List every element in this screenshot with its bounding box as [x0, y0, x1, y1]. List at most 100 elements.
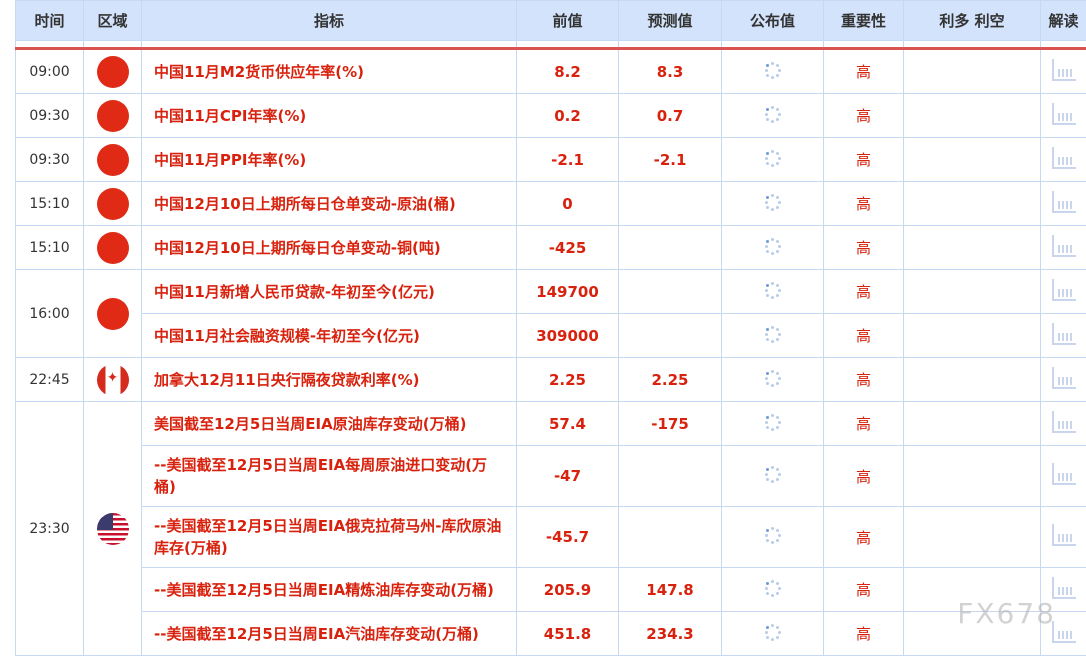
indicator-link[interactable]: --美国截至12月5日当周EIA俄克拉荷马州-库欣原油库存(万桶) — [142, 507, 517, 568]
indicator-link[interactable]: 加拿大12月11日央行隔夜贷款利率(%) — [142, 358, 517, 402]
header-actual[interactable]: 公布值 — [722, 1, 824, 41]
region-cell — [84, 270, 142, 358]
previous-value: 0.2 — [517, 94, 619, 138]
impact-cell — [904, 270, 1041, 314]
interpret-cell[interactable] — [1041, 446, 1086, 507]
chart-icon[interactable] — [1052, 367, 1076, 389]
indicator-link[interactable]: 中国11月社会融资规模-年初至今(亿元) — [142, 314, 517, 358]
indicator-link[interactable]: 中国11月CPI年率(%) — [142, 94, 517, 138]
time-cell: 16:00 — [16, 270, 84, 358]
region-cell — [84, 49, 142, 94]
interpret-cell[interactable] — [1041, 507, 1086, 568]
chart-icon[interactable] — [1052, 191, 1076, 213]
impact-cell — [904, 182, 1041, 226]
indicator-link[interactable]: 中国11月M2货币供应年率(%) — [142, 49, 517, 94]
header-interpret[interactable]: 解读 — [1041, 1, 1086, 41]
forecast-value: -175 — [619, 402, 722, 446]
interpret-cell[interactable] — [1041, 270, 1086, 314]
chart-icon[interactable] — [1052, 577, 1076, 599]
indicator-link[interactable]: --美国截至12月5日当周EIA汽油库存变动(万桶) — [142, 612, 517, 656]
actual-value — [722, 314, 824, 358]
economic-calendar-table: 时间 区域 指标 前值 预测值 公布值 重要性 利多 利空 解读 09:00 中国… — [15, 0, 1086, 656]
importance-value: 高 — [824, 138, 904, 182]
impact-cell — [904, 402, 1041, 446]
actual-value — [722, 507, 824, 568]
interpret-cell[interactable] — [1041, 226, 1086, 270]
loading-spinner-icon — [765, 326, 781, 342]
forecast-value: 147.8 — [619, 568, 722, 612]
forecast-value: 0.7 — [619, 94, 722, 138]
indicator-link[interactable]: 美国截至12月5日当周EIA原油库存变动(万桶) — [142, 402, 517, 446]
forecast-value — [619, 182, 722, 226]
previous-value: -47 — [517, 446, 619, 507]
indicator-link[interactable]: 中国12月10日上期所每日仓单变动-铜(吨) — [142, 226, 517, 270]
importance-value: 高 — [824, 446, 904, 507]
loading-spinner-icon — [765, 580, 781, 596]
interpret-cell[interactable] — [1041, 314, 1086, 358]
actual-value — [722, 402, 824, 446]
header-region[interactable]: 区域 — [84, 1, 142, 41]
previous-value: 149700 — [517, 270, 619, 314]
header-forecast[interactable]: 预测值 — [619, 1, 722, 41]
interpret-cell[interactable] — [1041, 49, 1086, 94]
header-previous[interactable]: 前值 — [517, 1, 619, 41]
flag-us-icon — [97, 513, 129, 545]
previous-value: -2.1 — [517, 138, 619, 182]
chart-icon[interactable] — [1052, 235, 1076, 257]
importance-value: 高 — [824, 226, 904, 270]
header-indicator[interactable]: 指标 — [142, 1, 517, 41]
flag-cn-icon — [97, 100, 129, 132]
indicator-link[interactable]: 中国12月10日上期所每日仓单变动-原油(桶) — [142, 182, 517, 226]
chart-icon[interactable] — [1052, 59, 1076, 81]
chart-icon[interactable] — [1052, 524, 1076, 546]
indicator-link[interactable]: 中国11月新增人民币贷款-年初至今(亿元) — [142, 270, 517, 314]
header-impact[interactable]: 利多 利空 — [904, 1, 1041, 41]
table-header: 时间 区域 指标 前值 预测值 公布值 重要性 利多 利空 解读 — [16, 1, 1086, 41]
chart-icon[interactable] — [1052, 463, 1076, 485]
indicator-link[interactable]: --美国截至12月5日当周EIA精炼油库存变动(万桶) — [142, 568, 517, 612]
interpret-cell[interactable] — [1041, 94, 1086, 138]
indicator-link[interactable]: 中国11月PPI年率(%) — [142, 138, 517, 182]
loading-spinner-icon — [765, 62, 781, 78]
table-row: 22:45加拿大12月11日央行隔夜贷款利率(%)2.252.25高 — [16, 358, 1086, 402]
impact-cell — [904, 507, 1041, 568]
loading-spinner-icon — [765, 194, 781, 210]
time-cell: 09:00 — [16, 49, 84, 94]
region-cell — [84, 138, 142, 182]
impact-cell — [904, 314, 1041, 358]
chart-icon[interactable] — [1052, 323, 1076, 345]
chart-icon[interactable] — [1052, 411, 1076, 433]
impact-cell — [904, 49, 1041, 94]
previous-value: -45.7 — [517, 507, 619, 568]
time-cell: 23:30 — [16, 402, 84, 656]
indicator-link[interactable]: --美国截至12月5日当周EIA每周原油进口变动(万桶) — [142, 446, 517, 507]
loading-spinner-icon — [765, 527, 781, 543]
region-cell — [84, 182, 142, 226]
actual-value — [722, 182, 824, 226]
impact-cell — [904, 94, 1041, 138]
header-importance[interactable]: 重要性 — [824, 1, 904, 41]
forecast-value: -2.1 — [619, 138, 722, 182]
loading-spinner-icon — [765, 150, 781, 166]
importance-value: 高 — [824, 270, 904, 314]
interpret-cell[interactable] — [1041, 358, 1086, 402]
interpret-cell[interactable] — [1041, 402, 1086, 446]
chart-icon[interactable] — [1052, 147, 1076, 169]
previous-value: -425 — [517, 226, 619, 270]
interpret-cell[interactable] — [1041, 182, 1086, 226]
forecast-value — [619, 226, 722, 270]
time-cell: 22:45 — [16, 358, 84, 402]
chart-icon[interactable] — [1052, 103, 1076, 125]
impact-cell — [904, 226, 1041, 270]
importance-value: 高 — [824, 358, 904, 402]
interpret-cell[interactable] — [1041, 138, 1086, 182]
header-time[interactable]: 时间 — [16, 1, 84, 41]
chart-icon[interactable] — [1052, 279, 1076, 301]
loading-spinner-icon — [765, 370, 781, 386]
